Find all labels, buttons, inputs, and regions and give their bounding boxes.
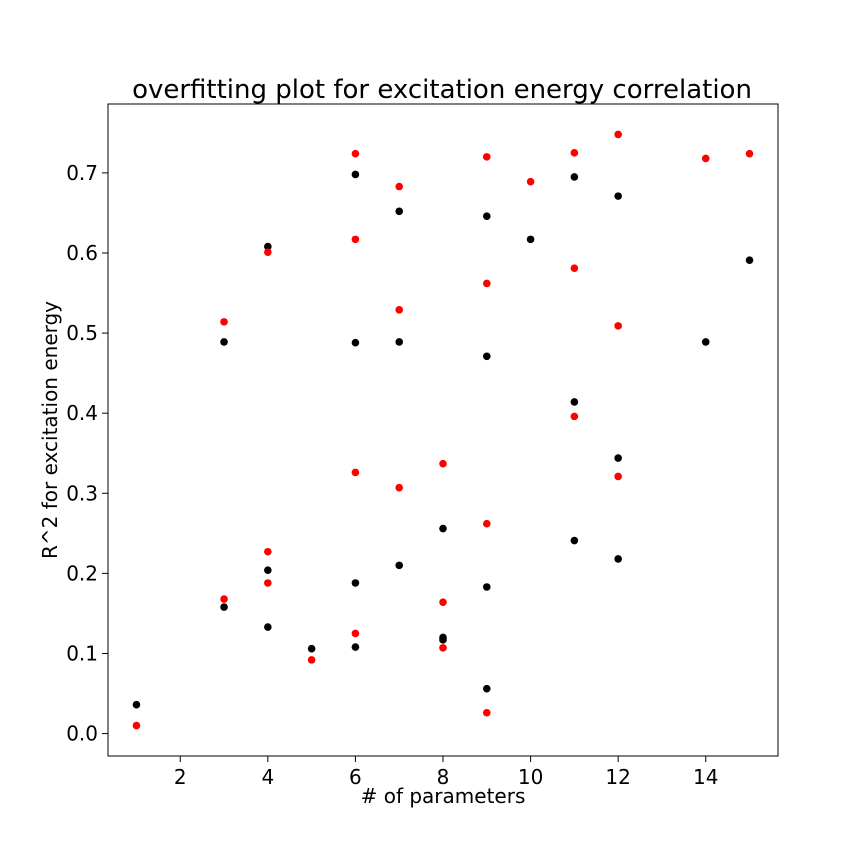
data-point <box>482 279 491 288</box>
data-point <box>614 454 622 462</box>
data-point <box>351 235 360 244</box>
data-point <box>264 547 272 556</box>
x-tick-label: 14 <box>693 765 718 789</box>
y-tick-label: 0.5 <box>66 321 98 345</box>
data-point <box>570 264 579 273</box>
data-point <box>395 182 404 191</box>
data-point <box>351 579 360 587</box>
data-point <box>439 459 447 468</box>
data-point <box>132 721 141 730</box>
data-point <box>745 149 754 158</box>
data-point <box>570 398 579 406</box>
x-tick-label: 12 <box>605 765 630 789</box>
data-point <box>570 149 579 157</box>
data-point <box>482 708 491 717</box>
data-point <box>482 352 491 361</box>
data-point <box>264 579 272 587</box>
y-tick-label: 0.3 <box>66 481 98 505</box>
data-point <box>264 248 272 256</box>
y-tick-label: 0.4 <box>66 401 98 425</box>
data-point <box>395 338 404 346</box>
data-point <box>745 256 754 264</box>
x-tick-label: 10 <box>518 765 543 789</box>
data-point <box>264 623 272 631</box>
x-tick-label: 4 <box>261 765 274 789</box>
data-point <box>526 177 535 186</box>
data-point <box>614 322 622 330</box>
x-axis-ticks: 2 4 6 8 10 12 14 <box>174 756 718 789</box>
data-point <box>220 318 228 326</box>
x-axis-label: # of parameters <box>361 784 526 808</box>
y-tick-label: 0.2 <box>66 561 98 585</box>
data-point <box>351 149 360 158</box>
data-point <box>570 173 579 181</box>
data-point <box>395 306 404 314</box>
plot-marks <box>132 130 754 730</box>
data-point <box>439 524 447 533</box>
data-point <box>395 483 404 492</box>
data-point <box>264 566 272 574</box>
data-point <box>307 644 316 653</box>
data-point <box>264 242 272 251</box>
series-1 <box>132 130 754 730</box>
data-point <box>614 555 622 563</box>
data-point <box>570 412 579 421</box>
data-point <box>482 153 491 161</box>
data-point <box>439 644 447 652</box>
chart-title: overfitting plot for excitation energy c… <box>132 75 752 105</box>
data-point <box>395 561 404 570</box>
data-point <box>614 472 622 481</box>
series-0 <box>132 170 754 709</box>
data-point <box>526 235 535 244</box>
data-point <box>439 636 447 644</box>
y-axis-label: R^2 for excitation energy <box>38 301 62 559</box>
data-point <box>351 629 360 638</box>
data-point <box>482 583 491 591</box>
data-point <box>570 536 579 545</box>
data-point <box>220 595 228 603</box>
data-point <box>482 519 491 528</box>
data-point <box>220 338 228 346</box>
x-tick-label: 8 <box>437 765 450 789</box>
data-point <box>439 598 447 607</box>
y-axis-ticks: 0.0 0.1 0.2 0.3 0.4 0.5 0.6 0.7 <box>66 161 108 746</box>
data-point <box>351 468 360 477</box>
data-point <box>614 192 622 200</box>
data-point <box>307 656 316 664</box>
x-tick-label: 6 <box>349 765 362 789</box>
data-point <box>701 154 710 163</box>
x-tick-label: 2 <box>174 765 187 789</box>
data-point <box>351 338 360 347</box>
data-point <box>482 684 491 693</box>
data-point <box>220 603 228 611</box>
data-point <box>482 212 491 220</box>
data-point <box>614 130 622 139</box>
y-tick-label: 0.0 <box>66 722 98 746</box>
data-point <box>132 700 141 709</box>
plot-frame <box>107 103 779 757</box>
y-tick-label: 0.1 <box>66 641 98 665</box>
data-point <box>351 170 360 179</box>
data-point <box>395 207 404 216</box>
y-tick-label: 0.6 <box>66 241 98 265</box>
data-point <box>701 338 710 346</box>
y-tick-label: 0.7 <box>66 161 98 185</box>
data-point <box>351 643 360 651</box>
